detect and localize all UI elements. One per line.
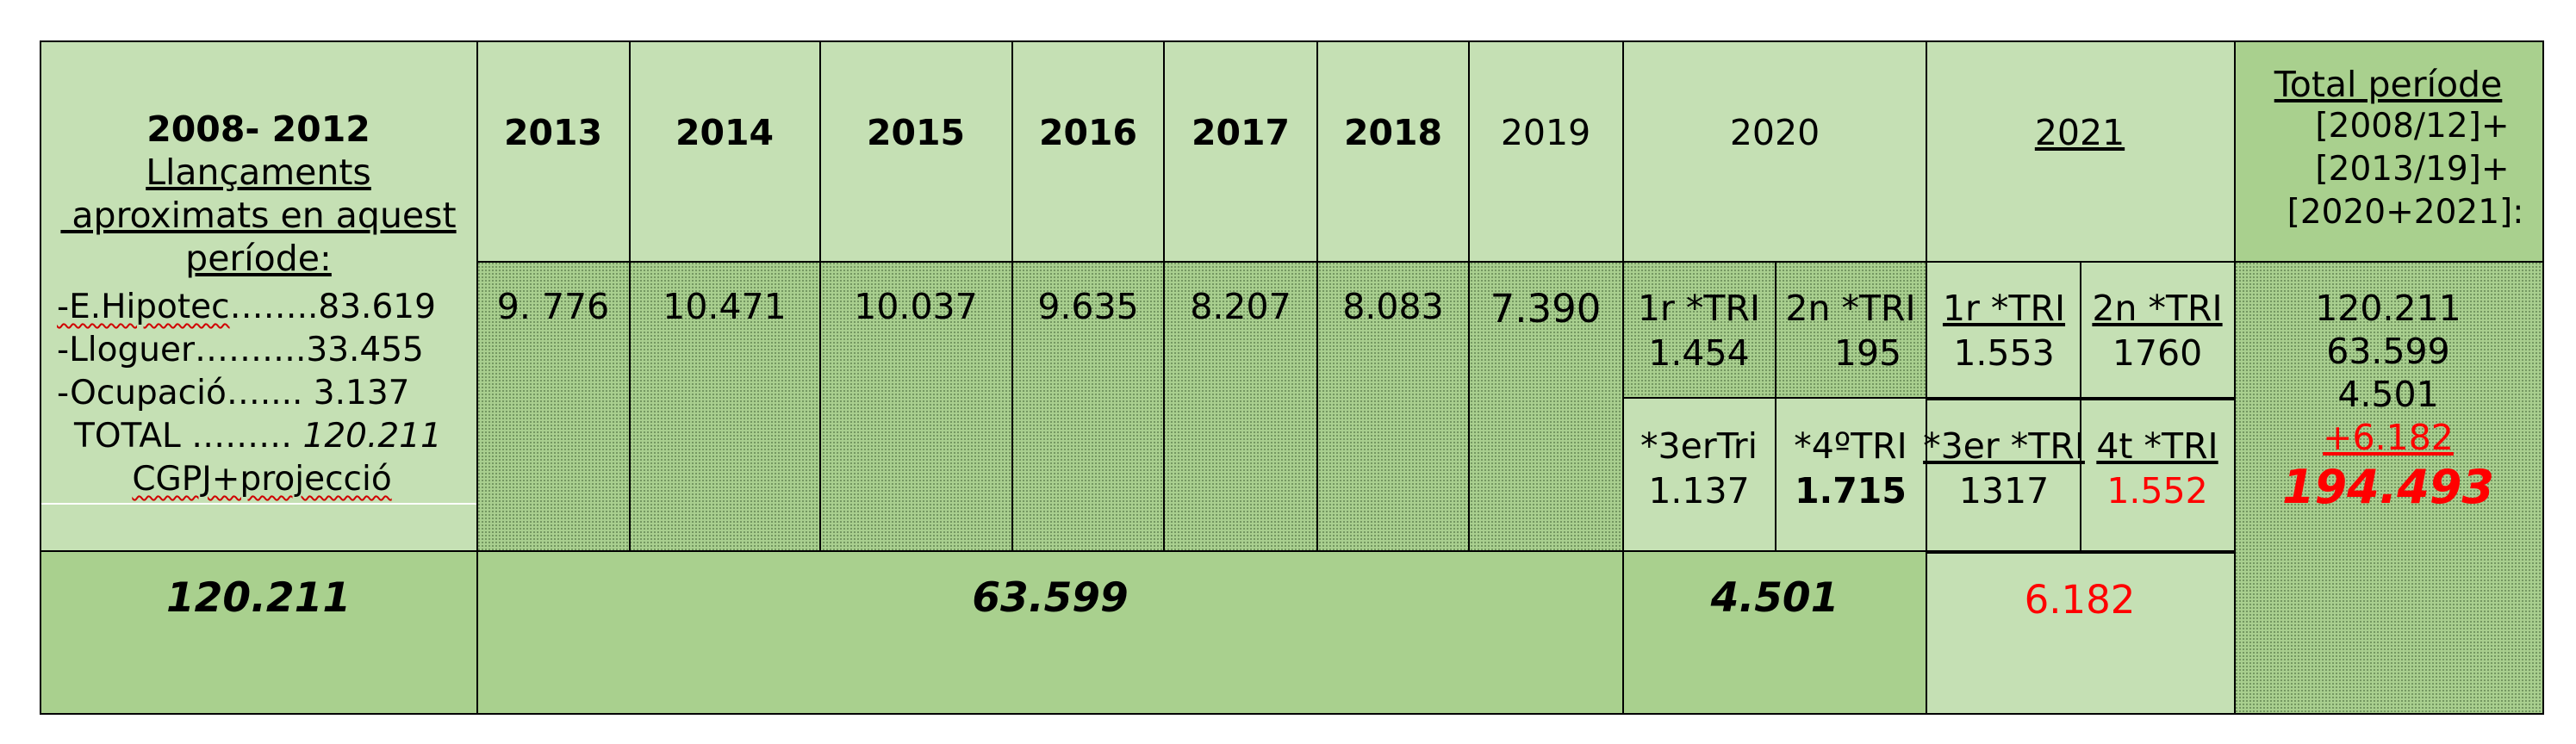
column-divider (1316, 40, 1318, 551)
row-divider (40, 550, 1926, 552)
q2-2021-value: 1760 (2112, 332, 2203, 374)
value-2019: 7.390 (1490, 286, 1602, 332)
grand-total-component: 63.599 (2326, 331, 2450, 372)
yearly-values-row (477, 262, 1623, 551)
border-bottom (40, 713, 2543, 715)
period-totals-row (477, 551, 1926, 715)
value-2017: 8.207 (1190, 286, 1291, 327)
column-divider (476, 40, 478, 715)
year-header-2017: 2017 (1191, 112, 1291, 153)
column-divider (1163, 40, 1165, 551)
first-period-subtitle: període: (185, 238, 332, 279)
grand-total-component: +6.182 (2323, 417, 2454, 458)
grand-total-header-cell (2235, 41, 2543, 262)
border-right (2542, 40, 2544, 715)
first-period-source: CGPJ+projecció (132, 460, 392, 499)
first-period-subtitle: Llançaments (146, 152, 371, 193)
grand-total-component: 4.501 (2337, 374, 2439, 415)
year-header-row (477, 41, 2235, 262)
q4-2020-label: *4ºTRI (1794, 425, 1907, 467)
column-divider (1011, 40, 1013, 551)
q3-2020-label: *3erTri (1640, 425, 1758, 467)
first-period-total: TOTAL ……… 120.211 (74, 417, 442, 456)
q3-2020-value: 1.137 (1648, 470, 1750, 512)
grand-total-sum: 194.493 (2282, 460, 2494, 514)
column-divider (819, 40, 821, 551)
value-2013: 9. 776 (496, 286, 610, 327)
year-header-2014: 2014 (675, 112, 775, 153)
grand-total-title: Total període (2274, 64, 2503, 105)
border-left (40, 40, 41, 715)
year-header-2015: 2015 (866, 112, 966, 153)
row-divider (477, 261, 2543, 263)
grand-total-values-cell (2235, 262, 2543, 715)
q2-2020-label: 2n *TRI (1785, 288, 1916, 329)
year-header-2021: 2021 (2034, 112, 2125, 153)
row-divider (1926, 550, 2235, 554)
grand-total-range: [2013/19]+ (2315, 150, 2510, 189)
column-divider (1468, 40, 1470, 551)
q4-2021-value: 1.552 (2106, 470, 2208, 512)
first-period-summary-cell (40, 551, 477, 715)
value-2015: 10.037 (854, 286, 978, 327)
column-divider (1622, 40, 1624, 715)
column-divider (1926, 40, 1927, 715)
value-2014: 10.471 (663, 286, 787, 327)
value-2018: 8.083 (1342, 286, 1444, 327)
grand-total-component: 120.211 (2315, 288, 2461, 329)
item-occupation: -Ocupació….... 3.137 (57, 374, 410, 412)
first-period-summary: 120.211 (165, 574, 352, 622)
divider (40, 503, 477, 505)
year-header-2013: 2013 (503, 112, 603, 153)
year-header-2020: 2020 (1729, 112, 1820, 153)
q4-2020-value: 1.715 (1795, 470, 1907, 512)
year-header-2019: 2019 (1500, 112, 1591, 153)
first-period-title: 2008- 2012 (146, 108, 370, 150)
item-mortgage: -E.Hipotec……..83.619 (57, 288, 436, 326)
period-2013-2019-total: 63.599 (972, 574, 1129, 622)
total-2021: 6.182 (2024, 577, 2136, 623)
q2-2021-label: 2n *TRI (2092, 288, 2223, 329)
column-divider (2080, 262, 2081, 551)
total-2020: 4.501 (1710, 574, 1839, 622)
grand-total-range: [2008/12]+ (2315, 107, 2510, 146)
first-period-cell (40, 41, 477, 551)
q4-2021-label: 4t *TRI (2096, 425, 2218, 467)
q1-2020-label: 1r *TRI (1637, 288, 1761, 329)
column-divider (629, 40, 631, 551)
border-top (40, 40, 2543, 42)
grand-total-range: [2020+2021]: (2287, 193, 2524, 232)
column-divider (1775, 262, 1776, 551)
q2-2020-value: 195 (1833, 332, 1902, 374)
item-rental: -Lloguer……….33.455 (57, 331, 424, 369)
first-period-subtitle: aproximats en aquest (60, 195, 457, 236)
value-2016: 9.635 (1037, 286, 1139, 327)
q1-2021-label: 1r *TRI (1942, 288, 2066, 329)
q3-2021-label: *3er *TRI (1923, 425, 2085, 467)
q1-2020-value: 1.454 (1648, 332, 1750, 374)
year-header-2016: 2016 (1038, 112, 1138, 153)
column-divider (2234, 40, 2236, 715)
q3-2021-value: 1317 (1958, 470, 2050, 512)
year-header-2018: 2018 (1343, 112, 1443, 153)
q1-2021-value: 1.553 (1953, 332, 2055, 374)
